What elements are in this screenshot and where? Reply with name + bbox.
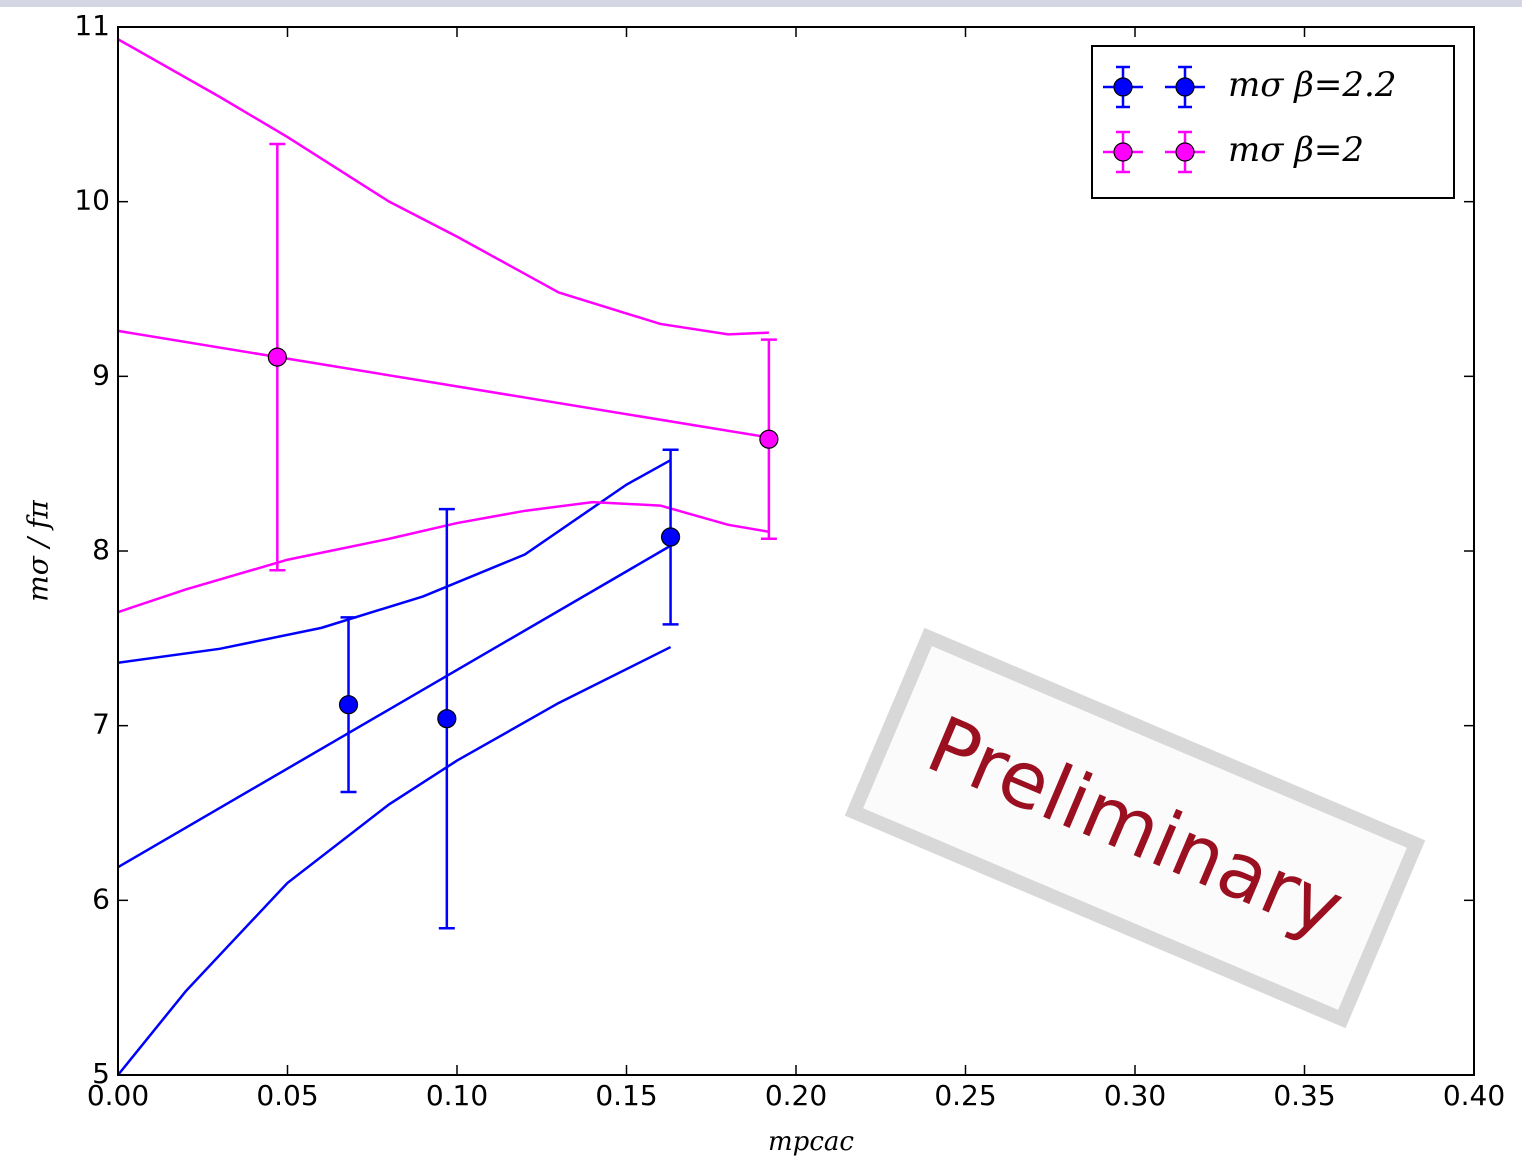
x-axis-label: mpcac	[768, 1127, 854, 1157]
legend-box	[1091, 45, 1455, 199]
point	[267, 347, 287, 367]
y-tick-label: 11	[74, 9, 110, 42]
x-tick-label: 0.15	[595, 1079, 657, 1112]
y-tick-label: 9	[92, 358, 110, 391]
y-tick-label: 5	[92, 1057, 110, 1090]
point	[437, 709, 457, 729]
x-tick-label: 0.00	[87, 1079, 149, 1112]
fit-line	[117, 544, 672, 869]
fit-line	[117, 500, 770, 614]
x-tick-label: 0.20	[765, 1079, 827, 1112]
fit-line	[117, 459, 672, 665]
y-tick-label: 10	[74, 184, 110, 217]
legend-marker	[1175, 77, 1195, 97]
legend-marker	[1175, 142, 1195, 162]
stamp-frame	[844, 627, 1426, 1029]
plot-frame	[117, 26, 1475, 1076]
x-tick-label: 0.25	[934, 1079, 996, 1112]
point	[660, 527, 681, 547]
x-tick-label: 0.10	[426, 1079, 488, 1112]
top-strip	[0, 0, 1522, 7]
x-tick-label: 0.30	[1104, 1079, 1166, 1112]
legend-marker	[1113, 142, 1133, 162]
stamp: Preliminary	[844, 627, 1426, 1029]
x-tick-label: 0.40	[1443, 1079, 1505, 1112]
x-tick-label: 0.35	[1273, 1079, 1335, 1112]
legend-label: mσ β=2.2	[1228, 65, 1396, 105]
x-tick-label: 0.05	[256, 1079, 318, 1112]
fit-line	[117, 38, 769, 336]
y-axis-label: mσ / fπ	[22, 500, 55, 602]
point	[759, 429, 779, 449]
fit-line	[117, 645, 672, 1076]
y-tick-label: 7	[92, 708, 110, 741]
legend-label: mσ β=2	[1228, 130, 1364, 170]
y-tick-label: 8	[92, 533, 110, 566]
point	[338, 695, 359, 715]
fit-line	[117, 329, 770, 439]
y-tick-label: 6	[92, 882, 110, 915]
legend-marker	[1113, 77, 1133, 97]
